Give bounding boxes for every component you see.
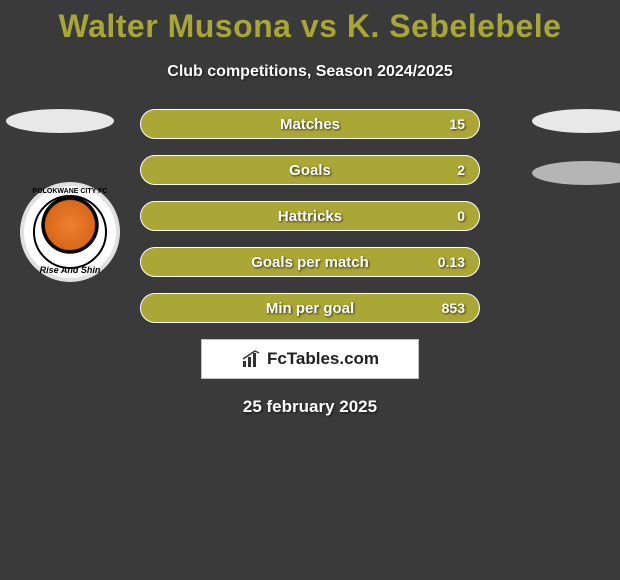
stat-value: 853 bbox=[442, 300, 465, 316]
badge-top-text: POLOKWANE CITY FC bbox=[24, 188, 116, 195]
stat-label: Hattricks bbox=[278, 208, 342, 225]
stat-row-hattricks: Hattricks 0 bbox=[140, 201, 480, 231]
footer-logo-text: FcTables.com bbox=[267, 349, 379, 369]
stat-value: 0.13 bbox=[438, 254, 465, 270]
stat-value: 15 bbox=[449, 116, 465, 132]
player-right-avatar-placeholder bbox=[532, 109, 620, 133]
stat-row-matches: Matches 15 bbox=[140, 109, 480, 139]
stat-row-goals-per-match: Goals per match 0.13 bbox=[140, 247, 480, 277]
stat-bars: Matches 15 Goals 2 Hattricks 0 Goals per… bbox=[140, 109, 480, 323]
stat-value: 0 bbox=[457, 208, 465, 224]
page-title: Walter Musona vs K. Sebelebele bbox=[0, 0, 620, 45]
badge-inner-icon bbox=[33, 195, 107, 269]
stat-value: 2 bbox=[457, 162, 465, 178]
chart-icon bbox=[241, 349, 261, 369]
subtitle: Club competitions, Season 2024/2025 bbox=[0, 63, 620, 81]
stat-label: Goals per match bbox=[251, 254, 369, 271]
stat-label: Min per goal bbox=[266, 300, 354, 317]
stat-row-min-per-goal: Min per goal 853 bbox=[140, 293, 480, 323]
player-left-avatar-placeholder bbox=[6, 109, 114, 133]
footer-date: 25 february 2025 bbox=[0, 397, 620, 417]
chart-area: POLOKWANE CITY FC Rise And Shin Matches … bbox=[0, 109, 620, 417]
badge-bottom-text: Rise And Shin bbox=[24, 265, 116, 275]
stat-label: Goals bbox=[289, 162, 331, 179]
stat-label: Matches bbox=[280, 116, 340, 133]
club-right-placeholder bbox=[532, 161, 620, 185]
stat-row-goals: Goals 2 bbox=[140, 155, 480, 185]
infographic-container: Walter Musona vs K. Sebelebele Club comp… bbox=[0, 0, 620, 417]
footer-logo[interactable]: FcTables.com bbox=[201, 339, 419, 379]
club-left-badge: POLOKWANE CITY FC Rise And Shin bbox=[20, 182, 120, 282]
